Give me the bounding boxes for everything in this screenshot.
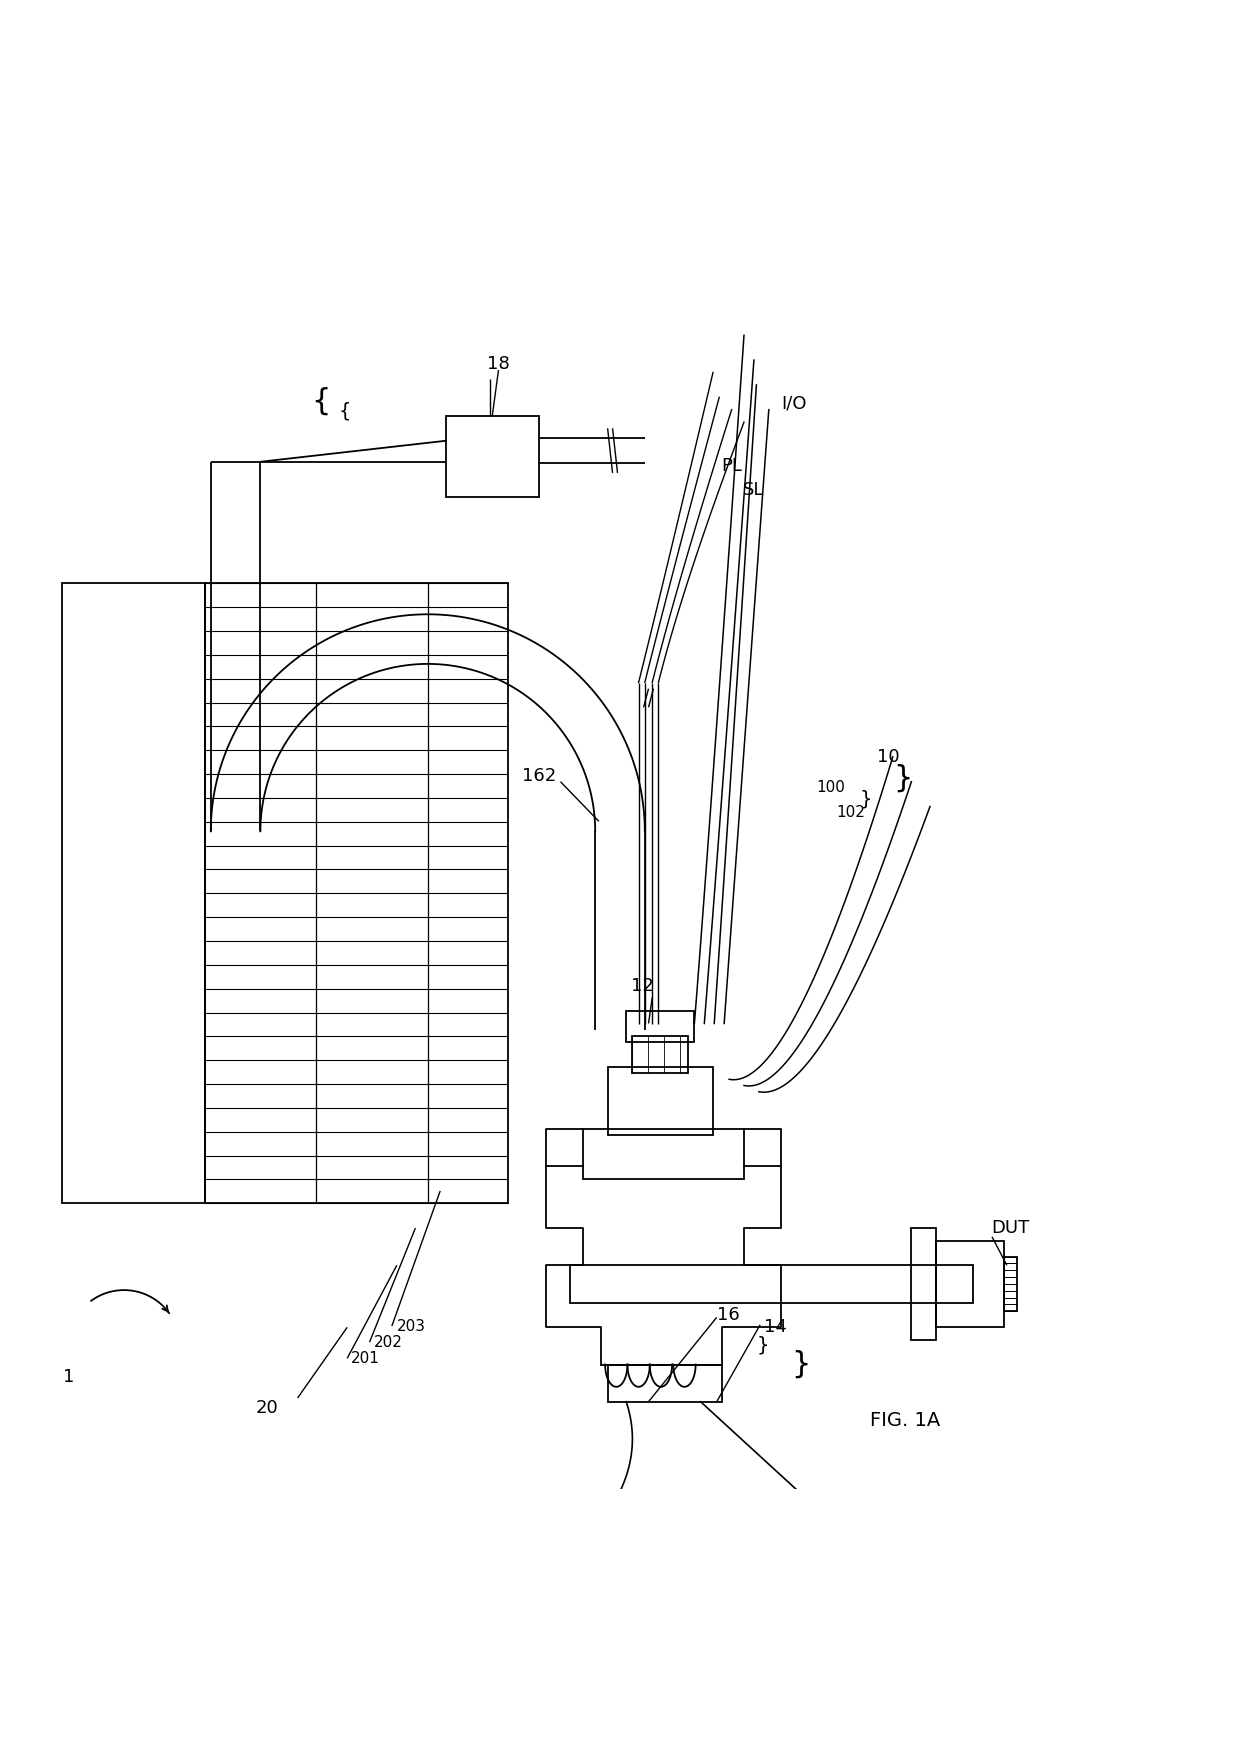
Text: PL: PL: [722, 457, 742, 474]
Bar: [446, 415, 539, 497]
Text: 203: 203: [397, 1318, 427, 1334]
Text: 12: 12: [631, 978, 653, 995]
Text: $\}$: $\}$: [859, 789, 872, 809]
Text: 202: 202: [373, 1334, 403, 1350]
Bar: [570, 1265, 973, 1303]
Bar: [608, 1365, 722, 1402]
Text: 10: 10: [877, 749, 899, 766]
Text: 14: 14: [764, 1318, 786, 1336]
Bar: [583, 1129, 744, 1178]
Bar: [632, 1035, 688, 1073]
Text: $\}$: $\}$: [791, 1348, 808, 1381]
Bar: [1004, 1256, 1017, 1311]
Text: 18: 18: [487, 354, 510, 373]
Bar: [62, 584, 205, 1204]
Bar: [626, 1011, 694, 1042]
Text: $\}$: $\}$: [756, 1334, 769, 1355]
Bar: [911, 1228, 936, 1339]
Text: $\}$: $\}$: [893, 763, 910, 794]
Bar: [608, 1067, 713, 1134]
Text: SL: SL: [743, 481, 765, 499]
Text: DUT: DUT: [992, 1219, 1029, 1237]
Text: 1: 1: [62, 1369, 74, 1386]
Text: $\{$: $\{$: [337, 400, 350, 422]
Text: 162: 162: [522, 766, 557, 785]
Bar: [936, 1240, 1004, 1327]
Text: I/O: I/O: [781, 394, 806, 412]
Text: 102: 102: [836, 806, 866, 820]
Text: $\{$: $\{$: [311, 386, 329, 417]
Text: 16: 16: [717, 1306, 739, 1324]
Text: 100: 100: [816, 780, 846, 796]
Text: 201: 201: [351, 1351, 381, 1365]
Text: 20: 20: [255, 1398, 278, 1417]
Text: FIG. 1A: FIG. 1A: [870, 1410, 940, 1430]
Bar: [205, 584, 508, 1204]
